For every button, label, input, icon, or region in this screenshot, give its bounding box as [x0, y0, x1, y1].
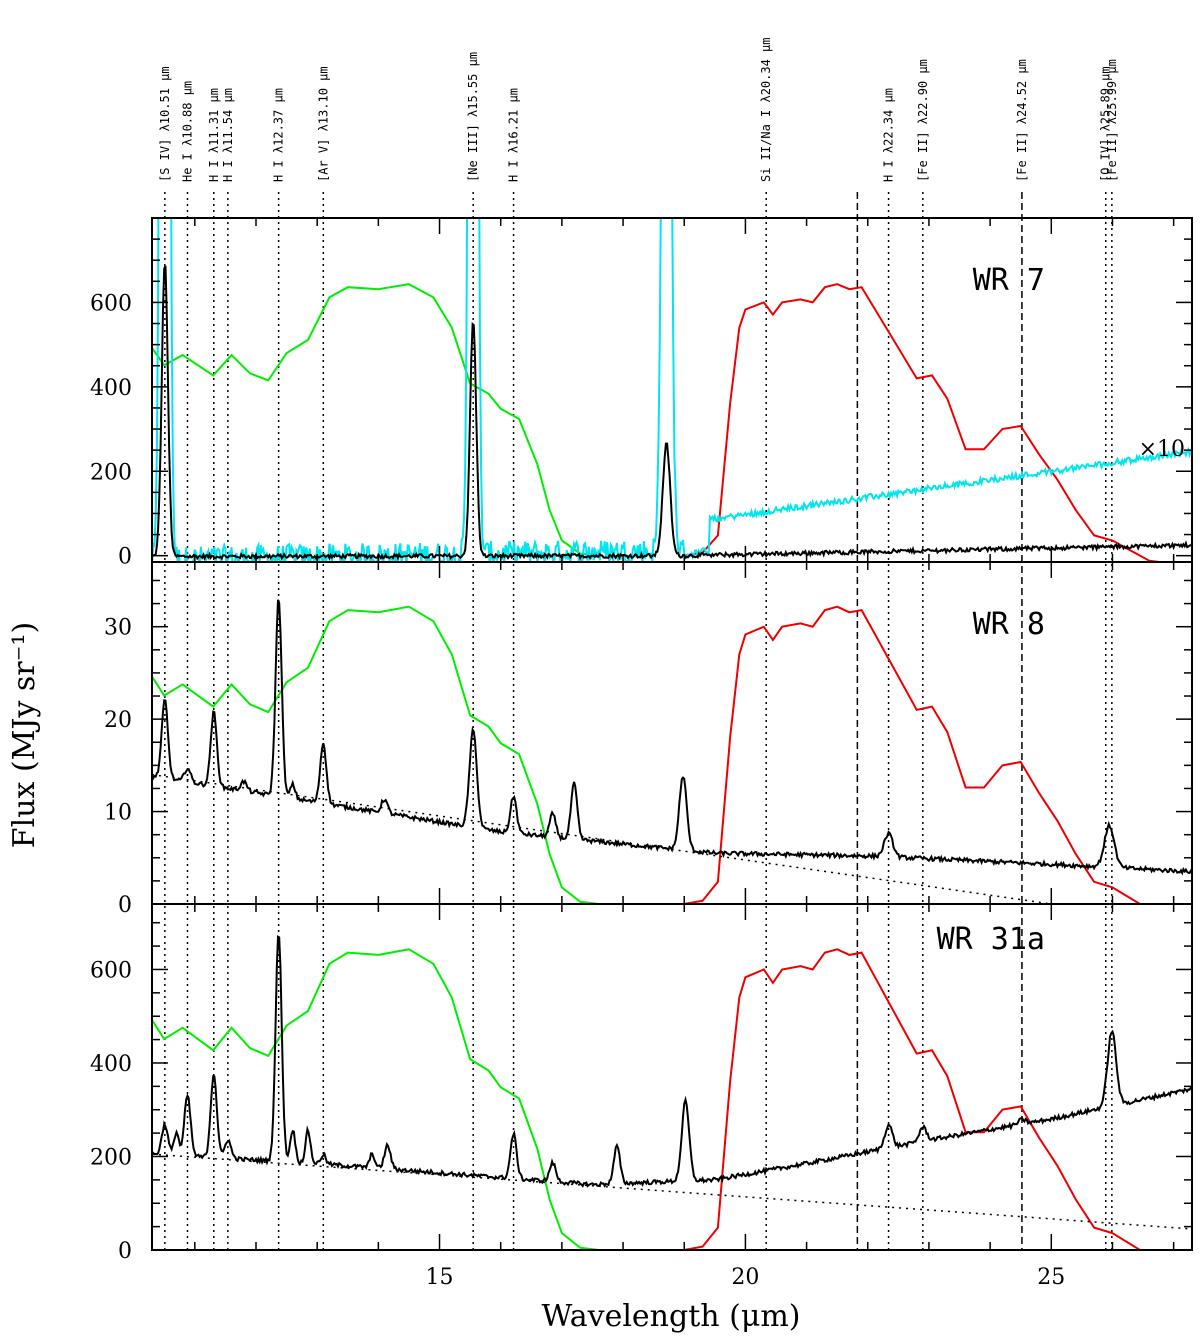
y-tick-label: 0 [118, 893, 132, 918]
x-tick-label: 25 [1037, 1265, 1065, 1290]
line-id-labels: [S IV] λ10.51 μm He I λ10.88 μm H I λ11.31… [158, 38, 1119, 183]
spectrum-curve [152, 265, 1192, 562]
line-id-label: H I λ11.54 μm [221, 88, 235, 182]
panel-3-frame [151, 903, 1193, 1251]
y-tick-label: 20 [104, 708, 132, 733]
continuum-fit [152, 773, 1052, 904]
line-id-label: [Ne III] λ15.55 μm [466, 52, 480, 182]
axes: Wavelength (μm) Flux (MJy sr⁻¹) 02004006… [7, 263, 1185, 1334]
line-id-label: [Fe II] λ25.99 μm [1105, 59, 1119, 182]
ll-filter-curve [684, 283, 1168, 562]
line-id-label: H I λ11.31 μm [207, 88, 221, 182]
sl-filter-curve [152, 283, 599, 557]
continuum-fit [152, 1153, 1192, 1230]
panel-2-plot [152, 599, 1192, 904]
panel-name: WR 7 [973, 263, 1045, 298]
y-tick-label: 600 [90, 291, 132, 316]
y-tick-label: 400 [90, 376, 132, 401]
y-tick-label: 0 [118, 1239, 132, 1264]
line-id-label: [Fe II] λ22.90 μm [916, 59, 930, 182]
sl-filter-curve [152, 948, 599, 1250]
y-axis-title: Flux (MJy sr⁻¹) [7, 622, 42, 848]
y-tick-label: 200 [90, 1145, 132, 1170]
panel-frames [151, 217, 1193, 1251]
y-tick-label: 0 [118, 545, 132, 570]
line-id-label: H I λ16.21 μm [507, 88, 521, 182]
x-tick-label: 20 [731, 1265, 759, 1290]
panel-name: WR 31a [937, 922, 1045, 957]
line-id-label: [Fe II] λ24.52 μm [1015, 59, 1029, 182]
panel-name: WR 8 [973, 607, 1045, 642]
line-id-label: H I λ22.34 μm [882, 88, 896, 182]
ll-filter-curve [684, 948, 1142, 1250]
line-id-markers [164, 192, 1113, 1250]
scale-annotation: ×10 [1139, 437, 1185, 462]
ll-filter-curve [684, 605, 1142, 904]
x-tick-label: 15 [426, 1265, 454, 1290]
y-tick-label: 30 [104, 616, 132, 641]
line-id-label: He I λ10.88 μm [180, 81, 194, 182]
sl-filter-curve [152, 605, 599, 904]
panel-3-plot [152, 934, 1192, 1250]
y-tick-label: 10 [104, 801, 132, 826]
line-id-label: [S IV] λ10.51 μm [158, 66, 172, 182]
line-id-label: Si II/Na I λ20.34 μm [759, 38, 773, 183]
line-id-label: [O IV] λ25.89 μm [1099, 66, 1113, 182]
spectrum-curve [152, 599, 1192, 876]
line-id-label: [Ar V] λ13.10 μm [316, 66, 330, 182]
y-tick-label: 600 [90, 958, 132, 983]
x-axis-title: Wavelength (μm) [542, 1299, 801, 1334]
line-id-label: H I λ12.37 μm [272, 88, 286, 182]
y-tick-label: 200 [90, 460, 132, 485]
y-tick-label: 400 [90, 1052, 132, 1077]
spectrum-curve [152, 934, 1192, 1188]
